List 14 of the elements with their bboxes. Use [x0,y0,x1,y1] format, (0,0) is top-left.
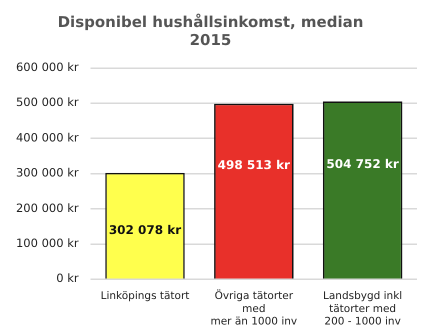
chart-title: Disponibel hushållsinkomst, median 2015 [58,12,364,49]
data-label: 498 513 kr [218,158,290,172]
x-tick-label: Övriga tätorter med mer än 1000 inv [210,289,298,328]
data-label: 302 078 kr [108,223,182,238]
y-tick-label: 400 000 kr [16,130,79,144]
y-tick-label: 600 000 kr [16,60,79,74]
x-tick-label: Landsbygd inkl tätorter med 200 - 1000 inv [323,290,402,328]
data-label: 504 752 kr [326,157,399,172]
y-tick-label: 100 000 kr [16,236,79,250]
y-tick-label: 200 000 kr [16,200,79,215]
y-tick-label: 500 000 kr [16,95,79,110]
x-tick-label: Linköpings tätort [100,290,190,302]
y-tick-label: 300 000 kr [16,166,79,180]
y-tick-label: 0 kr [56,271,79,286]
